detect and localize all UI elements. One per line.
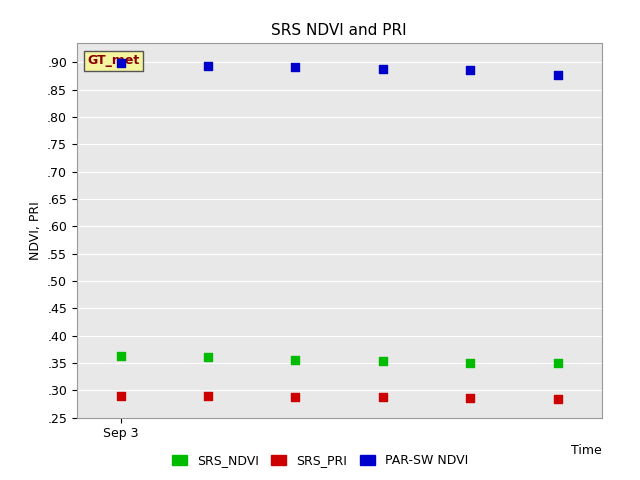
SRS_NDVI xyxy=(291,356,301,363)
PAR-SW NDVI xyxy=(115,60,125,67)
Text: Time: Time xyxy=(571,444,602,457)
Legend: SRS_NDVI, SRS_PRI, PAR-SW NDVI: SRS_NDVI, SRS_PRI, PAR-SW NDVI xyxy=(166,448,474,474)
PAR-SW NDVI xyxy=(203,62,213,70)
SRS_NDVI xyxy=(115,352,125,360)
SRS_NDVI xyxy=(203,354,213,361)
SRS_PRI xyxy=(465,394,476,402)
Y-axis label: NDVI, PRI: NDVI, PRI xyxy=(29,201,42,260)
SRS_NDVI xyxy=(553,360,563,367)
Text: GT_met: GT_met xyxy=(87,54,140,67)
Title: SRS NDVI and PRI: SRS NDVI and PRI xyxy=(271,23,407,38)
SRS_NDVI xyxy=(378,358,388,365)
PAR-SW NDVI xyxy=(465,66,476,74)
SRS_PRI xyxy=(291,393,301,401)
SRS_PRI xyxy=(203,393,213,400)
SRS_PRI xyxy=(115,393,125,400)
PAR-SW NDVI xyxy=(553,71,563,79)
SRS_PRI xyxy=(553,395,563,403)
SRS_PRI xyxy=(378,394,388,401)
PAR-SW NDVI xyxy=(291,63,301,71)
SRS_NDVI xyxy=(465,359,476,367)
PAR-SW NDVI xyxy=(378,65,388,73)
